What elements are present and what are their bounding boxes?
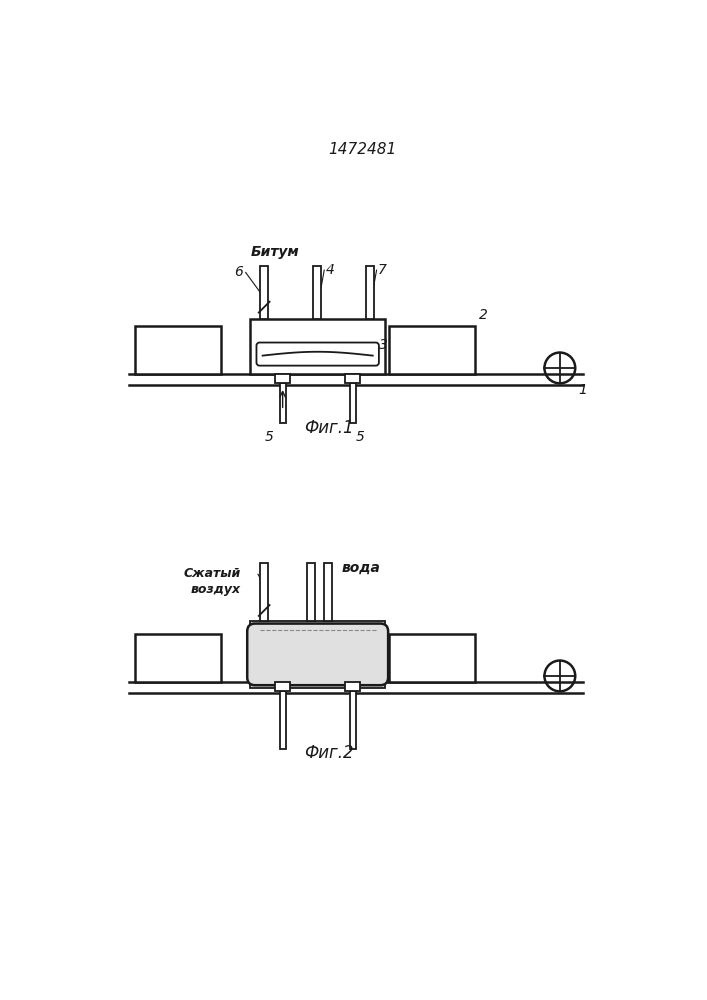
Bar	[345, 682, 361, 691]
Text: Фиг.1: Фиг.1	[304, 419, 354, 437]
Text: 1: 1	[578, 383, 588, 397]
Bar	[250, 682, 385, 688]
Bar	[345, 374, 361, 383]
Bar	[366, 266, 373, 319]
Bar	[260, 563, 268, 620]
Text: Фиг.2: Фиг.2	[304, 744, 354, 762]
Bar	[325, 563, 332, 620]
Text: 2: 2	[479, 308, 488, 322]
Text: Сжатый
воздух: Сжатый воздух	[184, 567, 241, 596]
Text: 5: 5	[264, 430, 274, 444]
Text: вода: вода	[341, 561, 380, 575]
Bar	[279, 383, 286, 423]
FancyBboxPatch shape	[257, 343, 379, 366]
Bar	[389, 326, 475, 374]
Bar	[135, 634, 221, 682]
Text: 6: 6	[234, 265, 243, 279]
Bar	[350, 691, 356, 749]
Bar	[135, 326, 221, 374]
Text: 1472481: 1472481	[329, 142, 397, 157]
Text: Битум: Битум	[250, 245, 299, 259]
Bar	[275, 374, 291, 383]
Bar	[313, 266, 321, 319]
Bar	[250, 319, 385, 374]
Bar	[250, 627, 385, 682]
Bar	[389, 634, 475, 682]
Text: 7: 7	[378, 263, 387, 277]
Bar	[350, 383, 356, 423]
FancyBboxPatch shape	[247, 624, 388, 685]
Bar	[260, 266, 268, 319]
Bar	[279, 691, 286, 749]
Text: 4: 4	[326, 263, 334, 277]
Text: 5: 5	[356, 430, 365, 444]
Bar	[250, 620, 385, 627]
Text: 3: 3	[379, 338, 387, 352]
Bar	[308, 563, 315, 620]
Bar	[275, 682, 291, 691]
